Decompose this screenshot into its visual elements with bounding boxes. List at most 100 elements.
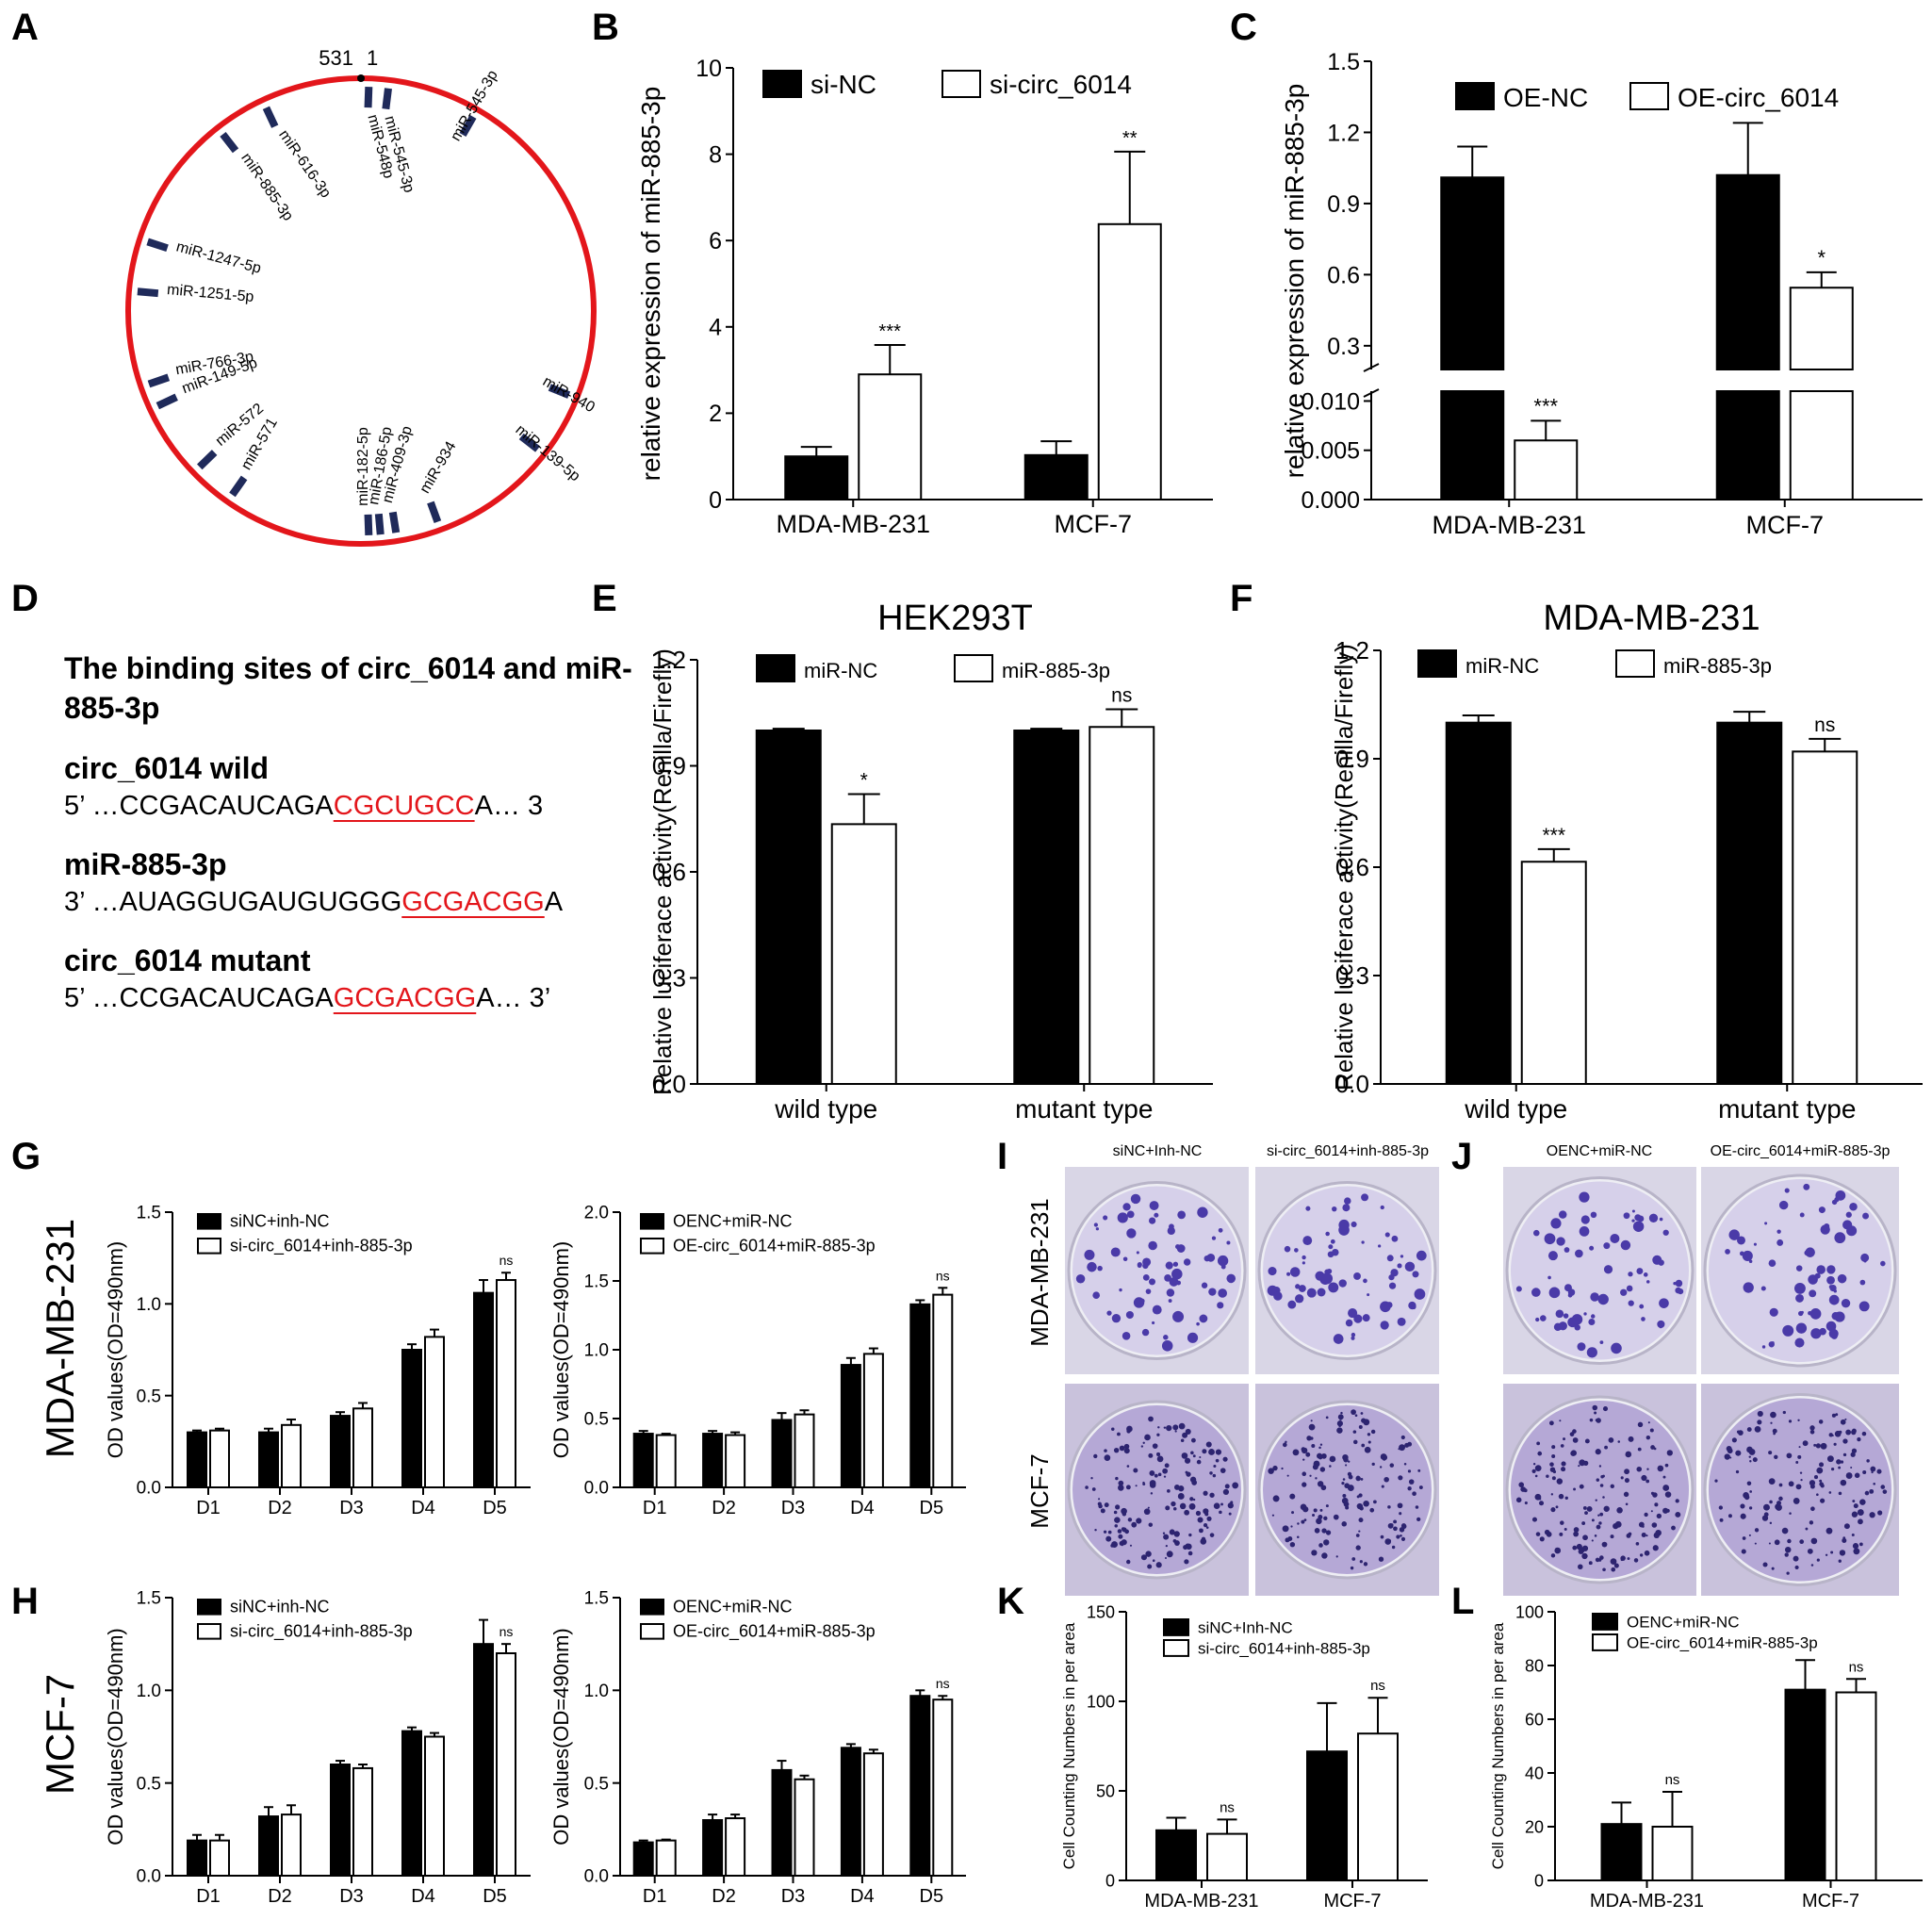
colony	[1714, 1479, 1718, 1483]
y-axis-label: Relative luciferace activity(Renilla/Fir…	[648, 648, 677, 1095]
bar	[1792, 750, 1858, 1085]
colony	[1380, 1534, 1384, 1539]
colony	[1536, 1441, 1541, 1446]
colony	[1127, 1561, 1130, 1565]
colony	[1664, 1491, 1672, 1498]
mutant-label: circ_6014 mutant	[64, 944, 311, 977]
colony	[1610, 1484, 1614, 1489]
colony	[1778, 1483, 1783, 1487]
bar	[1715, 173, 1780, 370]
colony	[1718, 1505, 1723, 1510]
colony	[1220, 1468, 1226, 1473]
colony	[1271, 1514, 1275, 1517]
y-axis-label: Cell Counting Numbers in per area	[1060, 1622, 1078, 1869]
colony	[1810, 1564, 1814, 1567]
colony	[1147, 1506, 1150, 1509]
chart-h1: 0.0 0.5 1.0 1.5 OD values(OD=490nm) D1 D2 D3 D4 D…	[104, 1589, 531, 1907]
y-tick-label: 20	[1525, 1817, 1544, 1836]
colony	[1188, 1502, 1196, 1510]
colony	[1345, 1464, 1348, 1467]
colony	[1598, 1521, 1602, 1525]
colony	[1816, 1265, 1826, 1274]
colony	[1570, 1451, 1576, 1456]
colony	[1579, 1547, 1585, 1553]
colony	[1302, 1482, 1307, 1487]
colony	[1302, 1236, 1313, 1246]
colony	[1809, 1429, 1815, 1435]
bar	[1514, 439, 1579, 501]
colony	[1298, 1285, 1306, 1292]
colony	[1611, 1567, 1616, 1572]
legend-label: miR-NC	[1465, 654, 1539, 678]
colony	[1131, 1521, 1138, 1528]
y-tick-label: 1.5	[584, 1272, 609, 1292]
colony	[1794, 1337, 1805, 1348]
colony	[1597, 1293, 1609, 1305]
colony	[1819, 1482, 1824, 1486]
end-label: 1	[367, 46, 378, 70]
colony	[1559, 1419, 1562, 1422]
colony	[1859, 1499, 1866, 1505]
bar	[187, 1431, 207, 1488]
colony	[1338, 1219, 1350, 1231]
colony	[1093, 1223, 1099, 1227]
colony	[1774, 1454, 1778, 1459]
mirna-site-mark	[388, 511, 401, 533]
colony	[1857, 1436, 1861, 1442]
colony	[1762, 1562, 1768, 1567]
colony	[1166, 1288, 1175, 1297]
bar	[209, 1429, 230, 1488]
wild-label: circ_6014 wild	[64, 751, 270, 785]
y-tick-label: 1.5	[584, 1589, 609, 1609]
colony	[1117, 1432, 1121, 1436]
bar	[1357, 1732, 1399, 1881]
colony	[1637, 1447, 1642, 1452]
legend-label: OENC+miR-NC	[1627, 1613, 1739, 1631]
colony	[1191, 1437, 1196, 1443]
colony	[1325, 1530, 1332, 1535]
y-tick-label: 0.5	[584, 1410, 609, 1430]
colony	[1222, 1456, 1228, 1462]
start-label: 531	[319, 46, 353, 70]
colony	[1659, 1217, 1663, 1222]
colony	[1203, 1522, 1208, 1528]
colony	[1754, 1425, 1761, 1433]
colony	[1575, 1249, 1583, 1258]
colony	[1106, 1310, 1112, 1316]
colony	[1748, 1259, 1753, 1263]
x-tick-label: mutant type	[1718, 1094, 1856, 1124]
colony	[1213, 1502, 1220, 1510]
colony	[1319, 1443, 1323, 1446]
colony	[1350, 1566, 1354, 1570]
y-tick-label: 2	[709, 401, 722, 427]
colony	[1642, 1525, 1645, 1528]
bar	[473, 1291, 494, 1488]
colony	[1599, 1512, 1604, 1517]
colony	[1217, 1255, 1229, 1267]
colony	[1208, 1449, 1215, 1455]
colony	[1411, 1304, 1416, 1310]
colony	[1348, 1474, 1353, 1480]
x-tick-label: MCF-7	[1323, 1891, 1381, 1912]
colony	[1797, 1419, 1800, 1421]
colony	[1594, 1534, 1597, 1537]
colony	[1305, 1452, 1311, 1457]
colony	[1148, 1452, 1154, 1458]
colony	[1603, 1242, 1611, 1250]
colony	[1559, 1532, 1564, 1536]
colony	[1628, 1300, 1634, 1306]
colony	[1788, 1481, 1794, 1487]
legend-swatch	[1163, 1639, 1189, 1657]
colony	[1186, 1471, 1191, 1477]
colony	[1398, 1475, 1403, 1481]
colony	[1818, 1419, 1824, 1424]
colony	[1773, 1432, 1776, 1436]
colony	[1535, 1317, 1540, 1322]
colony	[1736, 1430, 1741, 1434]
bar	[1097, 222, 1162, 501]
colony	[1636, 1466, 1643, 1472]
bar	[1715, 390, 1780, 501]
y-tick-label: 0.0	[652, 1070, 686, 1098]
colony	[1369, 1507, 1375, 1513]
bar	[755, 730, 822, 1085]
